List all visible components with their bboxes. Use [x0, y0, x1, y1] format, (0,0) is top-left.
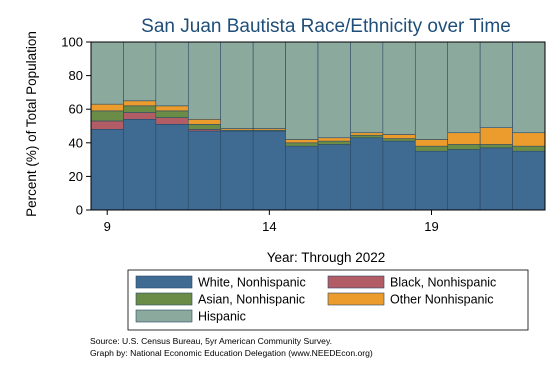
area-segment — [123, 100, 157, 107]
legend-swatch — [135, 292, 193, 306]
area-segment — [90, 120, 124, 130]
area-segment — [187, 41, 222, 120]
x-axis-title: Year: Through 2022 — [267, 250, 386, 265]
area-segment — [382, 41, 416, 135]
y-tick-label: 20 — [69, 169, 83, 184]
area-segment — [447, 132, 481, 145]
legend-swatch — [327, 275, 385, 289]
area-segment — [187, 130, 222, 211]
area-segment — [512, 41, 546, 134]
area-segment — [155, 117, 189, 125]
area-segment — [479, 144, 513, 149]
area-segment — [350, 41, 384, 134]
area-segment — [155, 105, 189, 112]
plot-frame — [90, 41, 546, 211]
area-segment — [447, 149, 481, 211]
area-segment — [90, 129, 124, 211]
area-segment — [479, 127, 513, 145]
x-tick-label: 9 — [104, 219, 111, 234]
area-segment — [220, 130, 254, 211]
area-segment — [350, 137, 384, 211]
area-segment — [350, 134, 384, 139]
area-segment — [317, 41, 351, 139]
legend-swatch — [135, 309, 193, 323]
legend: White, Nonhispanic Black, Nonhispanic Asia… — [127, 269, 529, 331]
legend-item: Asian, Nonhispanic — [135, 292, 305, 307]
legend-swatch — [135, 275, 193, 289]
chart-title: San Juan Bautista Race/Ethnicity over Ti… — [141, 16, 511, 37]
area-segment — [285, 41, 319, 140]
area-segment — [317, 140, 351, 145]
series-white-nonhispanic — [90, 118, 546, 211]
x-tick-label: 19 — [424, 219, 438, 234]
legend-swatch — [327, 292, 385, 306]
area-segment — [187, 118, 222, 125]
legend-item: White, Nonhispanic — [135, 275, 306, 290]
area-segment — [317, 144, 351, 211]
legend-item: Other Nonhispanic — [327, 292, 494, 307]
x-tick-label: 14 — [262, 219, 276, 234]
area-segment — [512, 150, 546, 211]
legend-label: Other Nonhispanic — [390, 293, 494, 307]
area-segment — [382, 140, 416, 211]
area-segment — [220, 41, 254, 129]
area-segment — [414, 139, 449, 147]
y-tick-label: 60 — [69, 102, 83, 117]
area-segment — [90, 41, 124, 105]
area-segment — [90, 103, 124, 112]
area-segment — [252, 41, 286, 129]
area-segment — [123, 41, 157, 102]
area-segment — [447, 144, 481, 150]
legend-item: Black, Nonhispanic — [327, 275, 496, 290]
area-segment — [317, 137, 351, 142]
area-segment — [512, 145, 546, 152]
area-segment — [285, 142, 319, 147]
area-segment — [252, 130, 286, 211]
y-tick-label: 40 — [69, 135, 83, 150]
credit-note: Graph by: National Economic Education De… — [90, 348, 373, 358]
y-tick-label: 100 — [61, 35, 83, 50]
series-hispanic — [90, 41, 546, 140]
area-segment — [90, 110, 124, 122]
area-segment — [414, 150, 449, 211]
area-segment — [285, 139, 319, 144]
axes: 0 20 40 60 80 100 9 14 19 — [61, 35, 546, 234]
area-segment — [187, 124, 222, 130]
y-axis-title: Percent (%) of Total Population — [24, 31, 39, 217]
area-segment — [382, 134, 416, 139]
y-tick-label: 0 — [76, 203, 83, 218]
legend-label: Asian, Nonhispanic — [198, 293, 305, 307]
area-segment — [123, 112, 157, 120]
area-segment — [350, 132, 384, 136]
area-segment — [479, 147, 513, 211]
area-segment — [512, 132, 546, 147]
area-segment — [155, 110, 189, 118]
area-segment — [479, 41, 513, 128]
area-segment — [382, 138, 416, 142]
legend-item: Hispanic — [135, 309, 246, 324]
area-segment — [155, 124, 189, 211]
area-segment — [414, 145, 449, 152]
stacked-areas — [90, 41, 546, 211]
legend-label: Black, Nonhispanic — [390, 276, 496, 290]
legend-label: Hispanic — [198, 310, 246, 324]
y-tick-label: 80 — [69, 68, 83, 83]
area-segment — [414, 41, 449, 140]
area-segment — [123, 105, 157, 113]
area-segment — [123, 118, 157, 211]
source-note: Source: U.S. Census Bureau, 5yr American… — [90, 336, 332, 346]
area-segment — [447, 41, 481, 134]
legend-label: White, Nonhispanic — [198, 276, 306, 290]
area-segment — [285, 145, 319, 211]
area-segment — [155, 41, 189, 107]
